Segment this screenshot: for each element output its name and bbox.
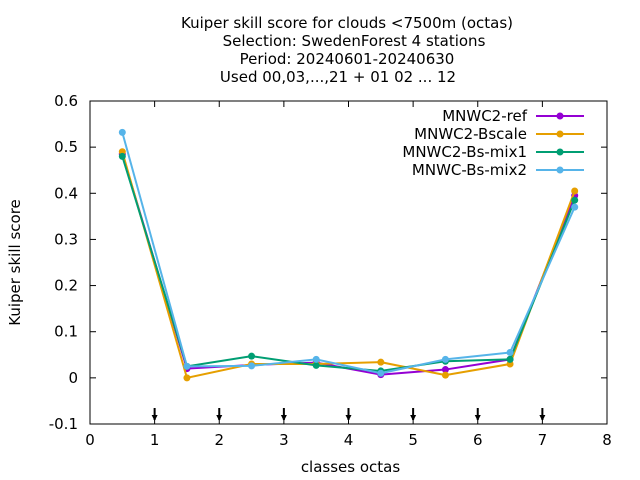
x-tick-label: 0 (85, 431, 95, 449)
arrow-marker-head (345, 415, 352, 421)
legend-label: MNWC-Bs-mix2 (412, 161, 527, 179)
chart-title: Kuiper skill score for clouds <7500m (oc… (181, 14, 513, 86)
y-tick-label: 0.2 (54, 277, 78, 295)
data-point-2 (571, 196, 579, 204)
legend-label: MNWC2-ref (442, 107, 527, 125)
legend-marker (556, 112, 564, 120)
y-tick-label: 0.3 (54, 230, 78, 248)
data-point-2 (312, 361, 320, 369)
x-tick-label: 7 (538, 431, 548, 449)
data-point-3 (441, 355, 449, 363)
data-point-3 (312, 355, 320, 363)
data-point-1 (571, 187, 579, 195)
legend-marker (556, 148, 564, 156)
data-point-3 (506, 348, 514, 356)
data-point-2 (248, 352, 256, 360)
data-point-3 (377, 369, 385, 377)
data-point-3 (118, 128, 126, 136)
x-tick-label: 1 (150, 431, 160, 449)
plot-border (89, 100, 608, 425)
y-tick-label: 0.6 (54, 92, 78, 110)
data-point-3 (571, 203, 579, 211)
x-axis-label: classes octas (301, 458, 401, 476)
chart-title-line: Kuiper skill score for clouds <7500m (oc… (181, 14, 513, 32)
x-tick-label: 3 (279, 431, 289, 449)
legend-label: MNWC2-Bscale (414, 125, 527, 143)
series-line-2 (121, 156, 576, 372)
y-tick-label: -0.1 (49, 415, 78, 433)
data-point-1 (183, 374, 191, 382)
data-point-2 (506, 355, 514, 363)
axes: 0 1 2 3 4 5 6 7 8 -0.1 0 0.1 0.2 0.3 0.4 0.5 0.6 (49, 92, 612, 449)
series-line-3 (121, 132, 576, 375)
x-tick-label: 4 (344, 431, 354, 449)
y-tick-label: 0.4 (54, 184, 78, 202)
data-point-0 (441, 366, 449, 374)
x-tick-label: 8 (602, 431, 612, 449)
arrow-marker-head (216, 415, 223, 421)
y-tick-label: 0.1 (54, 323, 78, 341)
y-tick-label: 0.5 (54, 138, 78, 156)
x-tick-label: 2 (214, 431, 224, 449)
plot-area (118, 128, 579, 382)
chart-title-line: Used 00,03,...,21 + 01 02 ... 12 (220, 68, 456, 86)
series-line-0 (121, 153, 576, 376)
data-point-1 (441, 371, 449, 379)
arrow-marker-head (410, 415, 417, 421)
legend-label: MNWC2-Bs-mix1 (402, 143, 527, 161)
legend: MNWC2-refMNWC2-BscaleMNWC2-Bs-mix1MNWC-B… (402, 107, 584, 179)
legend-marker (556, 130, 564, 138)
arrow-marker-head (539, 415, 546, 421)
series-line-1 (121, 151, 576, 380)
chart-title-line: Period: 20240601-20240630 (240, 50, 455, 68)
y-tick-label: 0 (68, 369, 78, 387)
y-axis-label: Kuiper skill score (6, 199, 24, 326)
x-tick-label: 5 (408, 431, 418, 449)
arrow-marker-head (280, 415, 287, 421)
chart-title-line: Selection: SwedenForest 4 stations (223, 32, 486, 50)
data-point-1 (377, 358, 385, 366)
legend-marker (556, 166, 564, 174)
data-point-3 (183, 362, 191, 370)
data-point-2 (118, 152, 126, 160)
arrow-marker-head (474, 415, 481, 421)
arrow-marker-head (151, 415, 158, 421)
data-point-3 (248, 362, 256, 370)
x-tick-label: 6 (473, 431, 483, 449)
